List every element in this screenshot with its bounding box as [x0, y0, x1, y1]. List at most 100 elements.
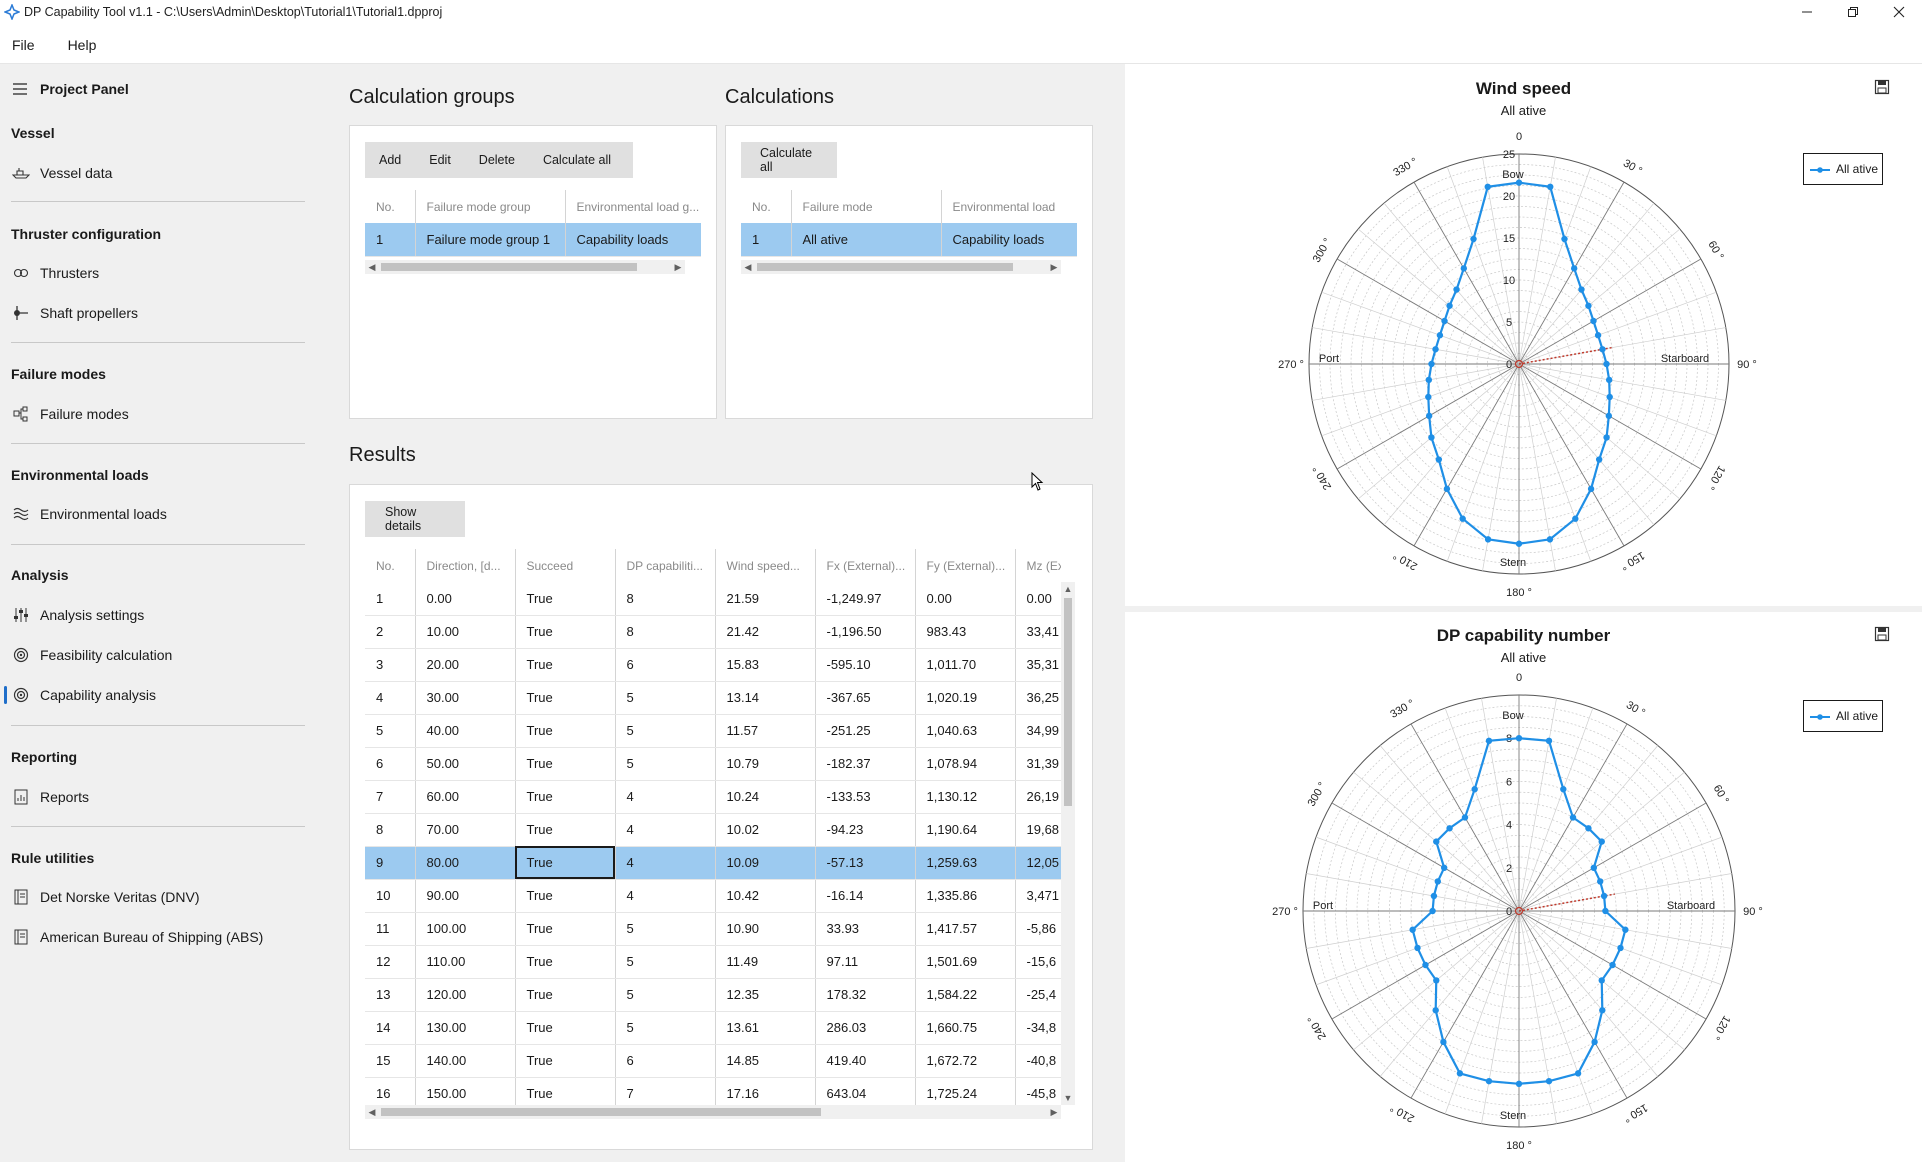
- cell[interactable]: 40.00: [415, 714, 516, 748]
- table-row[interactable]: 16 150.00 True 7 17.16 643.04 1,725.24 -45,8: [365, 1077, 1061, 1105]
- cell[interactable]: 1,417.57: [915, 912, 1016, 946]
- cell[interactable]: 10: [365, 879, 416, 913]
- sidebar-item-failure-modes[interactable]: Failure modes: [0, 397, 321, 431]
- cell[interactable]: 150.00: [415, 1077, 516, 1105]
- cell[interactable]: True: [515, 648, 616, 682]
- sidebar-item-vessel-data[interactable]: Vessel data: [0, 156, 321, 190]
- cell[interactable]: 15: [365, 1044, 416, 1078]
- cell[interactable]: 5: [615, 681, 716, 715]
- cell[interactable]: 4: [615, 879, 716, 913]
- table-row[interactable]: 9 80.00 True 4 10.09 -57.13 1,259.63 12,05: [365, 846, 1061, 880]
- table-row[interactable]: 1 All ative Capability loads: [741, 223, 1077, 257]
- cell[interactable]: 0.00: [415, 582, 516, 616]
- cell[interactable]: 80.00: [415, 846, 516, 880]
- column-header[interactable]: Failure mode group: [415, 190, 566, 223]
- cell[interactable]: 5: [615, 945, 716, 979]
- cell[interactable]: -367.65: [815, 681, 916, 715]
- calc-groups-hscroll[interactable]: ◀ ▶: [365, 260, 685, 274]
- restore-button[interactable]: [1830, 0, 1876, 24]
- cell[interactable]: 5: [615, 747, 716, 781]
- cell[interactable]: 8: [615, 582, 716, 616]
- column-header[interactable]: Direction, [d...: [415, 549, 516, 582]
- cell[interactable]: 12,05: [1015, 846, 1061, 880]
- column-header[interactable]: Environmental load g...: [565, 190, 701, 223]
- cell[interactable]: 1,011.70: [915, 648, 1016, 682]
- cell[interactable]: 0.00: [915, 582, 1016, 616]
- cell[interactable]: -16.14: [815, 879, 916, 913]
- cell[interactable]: 1,672.72: [915, 1044, 1016, 1078]
- menu-help[interactable]: Help: [67, 37, 97, 53]
- calculations-hscroll[interactable]: ◀ ▶: [741, 260, 1061, 274]
- cell[interactable]: 7: [615, 1077, 716, 1105]
- cell[interactable]: 14.85: [715, 1044, 816, 1078]
- cell[interactable]: 140.00: [415, 1044, 516, 1078]
- table-row[interactable]: 8 70.00 True 4 10.02 -94.23 1,190.64 19,68: [365, 813, 1061, 847]
- column-header[interactable]: Fx (External)...: [815, 549, 916, 582]
- cell[interactable]: 1,040.63: [915, 714, 1016, 748]
- menu-file[interactable]: File: [12, 37, 35, 53]
- cell[interactable]: True: [515, 912, 616, 946]
- project-panel-header[interactable]: Project Panel: [0, 72, 129, 106]
- sidebar-item-dnv[interactable]: Det Norske Veritas (DNV): [0, 880, 321, 914]
- cell[interactable]: 4: [615, 813, 716, 847]
- cell[interactable]: -5,86: [1015, 912, 1061, 946]
- column-header[interactable]: Succeed: [515, 549, 616, 582]
- scroll-up-icon[interactable]: ▲: [1063, 584, 1073, 594]
- sidebar-item-thrusters[interactable]: Thrusters: [0, 256, 321, 290]
- cell[interactable]: 10.00: [415, 615, 516, 649]
- calculate-all-groups-button[interactable]: Calculate all: [542, 153, 612, 167]
- table-row[interactable]: 3 20.00 True 6 15.83 -595.10 1,011.70 35,31: [365, 648, 1061, 682]
- cell[interactable]: 6: [615, 1044, 716, 1078]
- cell[interactable]: 1,130.12: [915, 780, 1016, 814]
- cell[interactable]: 30.00: [415, 681, 516, 715]
- column-header[interactable]: No.: [365, 549, 416, 582]
- table-row[interactable]: 14 130.00 True 5 13.61 286.03 1,660.75 -34,8: [365, 1011, 1061, 1045]
- cell[interactable]: 12.35: [715, 978, 816, 1012]
- cell[interactable]: 17.16: [715, 1077, 816, 1105]
- cell[interactable]: 5: [615, 1011, 716, 1045]
- column-header[interactable]: Mz (Exter: [1015, 549, 1061, 582]
- cell[interactable]: 4: [615, 846, 716, 880]
- cell[interactable]: 10.02: [715, 813, 816, 847]
- save-icon[interactable]: [1874, 626, 1890, 642]
- cell[interactable]: 11: [365, 912, 416, 946]
- cell[interactable]: 1,335.86: [915, 879, 1016, 913]
- column-header[interactable]: Failure mode: [791, 190, 942, 223]
- cell[interactable]: 130.00: [415, 1011, 516, 1045]
- cell[interactable]: 1,020.19: [915, 681, 1016, 715]
- cell[interactable]: 1,078.94: [915, 747, 1016, 781]
- cell[interactable]: 10.90: [715, 912, 816, 946]
- cell[interactable]: -94.23: [815, 813, 916, 847]
- cell[interactable]: 97.11: [815, 945, 916, 979]
- cell[interactable]: -133.53: [815, 780, 916, 814]
- table-row[interactable]: 7 60.00 True 4 10.24 -133.53 1,130.12 26,19: [365, 780, 1061, 814]
- cell[interactable]: -1,196.50: [815, 615, 916, 649]
- hamburger-icon[interactable]: [0, 83, 40, 95]
- cell[interactable]: 13: [365, 978, 416, 1012]
- cell[interactable]: 11.49: [715, 945, 816, 979]
- table-row[interactable]: 12 110.00 True 5 11.49 97.11 1,501.69 -15,6: [365, 945, 1061, 979]
- cell[interactable]: True: [515, 714, 616, 748]
- cell[interactable]: 21.42: [715, 615, 816, 649]
- cell[interactable]: 14: [365, 1011, 416, 1045]
- sidebar-item-feasibility-calculation[interactable]: Feasibility calculation: [0, 638, 321, 672]
- scroll-thumb[interactable]: [1064, 598, 1072, 806]
- add-button[interactable]: Add: [379, 153, 402, 167]
- cell[interactable]: 1: [365, 223, 416, 257]
- cell[interactable]: 7: [365, 780, 416, 814]
- cell[interactable]: True: [515, 747, 616, 781]
- cell[interactable]: 90.00: [415, 879, 516, 913]
- cell[interactable]: 1,259.63: [915, 846, 1016, 880]
- calculate-all-button[interactable]: Calculate all: [760, 146, 813, 174]
- cell[interactable]: 419.40: [815, 1044, 916, 1078]
- scroll-left-icon[interactable]: ◀: [368, 261, 376, 272]
- cell[interactable]: 31,39: [1015, 747, 1061, 781]
- scroll-down-icon[interactable]: ▼: [1063, 1093, 1073, 1103]
- cell[interactable]: Capability loads: [941, 223, 1077, 257]
- cell[interactable]: Capability loads: [565, 223, 701, 257]
- column-header[interactable]: Wind speed...: [715, 549, 816, 582]
- scroll-thumb[interactable]: [381, 263, 637, 271]
- cell[interactable]: 4: [615, 780, 716, 814]
- results-hscroll[interactable]: ◀ ▶: [365, 1105, 1061, 1119]
- column-header[interactable]: Environmental load: [941, 190, 1077, 223]
